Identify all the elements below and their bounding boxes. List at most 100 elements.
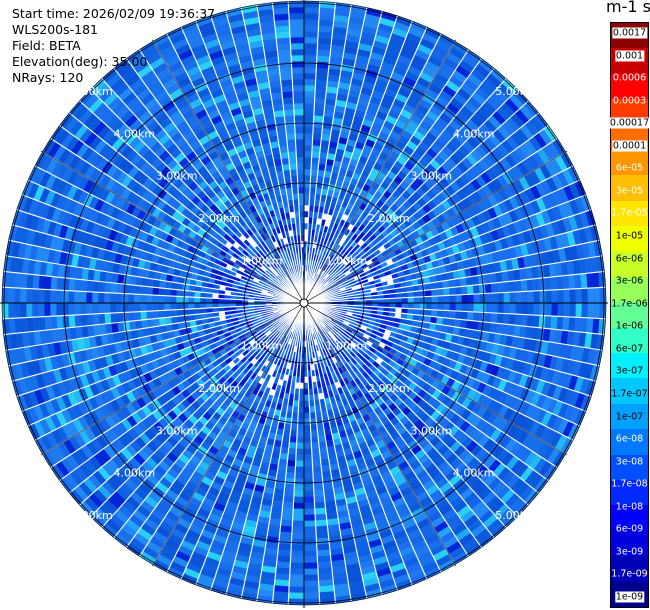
field-cell xyxy=(532,314,540,328)
field-cell xyxy=(313,103,326,111)
field-cell xyxy=(311,442,320,450)
field-cell xyxy=(303,150,313,158)
field-cell xyxy=(314,513,328,521)
field-cell xyxy=(303,66,317,74)
field-cell xyxy=(280,519,293,527)
field-cell xyxy=(303,198,310,206)
field-cell xyxy=(303,568,319,576)
field-cell xyxy=(526,314,534,328)
field-cell xyxy=(502,313,510,325)
field-cell xyxy=(472,311,480,322)
field-cell xyxy=(502,281,510,293)
field-cell xyxy=(55,289,63,304)
field-cell xyxy=(151,302,159,312)
field-cell xyxy=(97,302,105,314)
field-cell xyxy=(1,286,9,304)
field-cell xyxy=(303,526,317,534)
field-cell xyxy=(527,290,535,304)
field-cell xyxy=(593,287,601,304)
field-cell xyxy=(314,501,326,509)
field-cell xyxy=(563,288,571,304)
field-cell xyxy=(443,287,451,296)
field-cell xyxy=(401,302,409,309)
field-cell xyxy=(303,556,318,564)
field-cell xyxy=(25,302,33,318)
field-cell xyxy=(315,79,328,87)
field-cell xyxy=(311,150,321,159)
field-cell xyxy=(563,302,571,318)
field-cell xyxy=(1,302,9,320)
field-cell xyxy=(575,288,583,304)
field-cell xyxy=(413,296,421,304)
field-cell xyxy=(116,312,124,323)
field-cell xyxy=(467,302,475,313)
field-cell xyxy=(312,133,322,141)
field-cell xyxy=(454,310,462,320)
field-cell xyxy=(298,400,305,408)
field-cell xyxy=(303,406,310,414)
field-cell xyxy=(169,288,177,297)
field-cell xyxy=(303,30,319,38)
field-cell xyxy=(551,289,559,304)
field-cell xyxy=(7,287,15,304)
field-cell xyxy=(121,293,129,304)
field-cell xyxy=(296,436,305,444)
field-cell xyxy=(557,302,565,317)
field-cell xyxy=(110,312,118,324)
field-cell xyxy=(292,520,305,528)
field-cell xyxy=(145,302,153,312)
field-cell xyxy=(461,294,469,304)
field-cell xyxy=(295,454,305,462)
field-cell xyxy=(587,302,595,319)
field-cell xyxy=(303,114,315,122)
field-cell xyxy=(55,302,63,317)
field-cell xyxy=(303,598,321,606)
field-cell xyxy=(466,311,474,321)
field-cell xyxy=(169,309,177,318)
field-cell xyxy=(448,286,457,296)
field-cell xyxy=(303,466,314,474)
field-cell xyxy=(485,292,493,304)
field-cell xyxy=(134,285,142,295)
field-cell xyxy=(303,108,315,116)
field-cell xyxy=(303,36,319,44)
field-cell xyxy=(127,302,135,313)
field-cell xyxy=(303,6,320,14)
field-cell xyxy=(431,288,439,297)
field-cell xyxy=(310,162,319,170)
field-cell xyxy=(533,290,541,304)
field-cell xyxy=(425,296,433,304)
field-cell xyxy=(279,531,293,539)
field-cell xyxy=(557,289,565,304)
field-cell xyxy=(80,314,88,327)
field-cell xyxy=(104,312,112,325)
field-cell xyxy=(303,532,317,540)
field-cell xyxy=(294,478,305,486)
field-cell xyxy=(43,289,51,304)
field-cell xyxy=(293,502,305,510)
field-cell xyxy=(484,312,492,323)
field-cell xyxy=(151,294,159,304)
field-cell xyxy=(312,465,322,473)
field-cell xyxy=(146,286,154,296)
field-cell xyxy=(293,490,305,498)
field-cell xyxy=(527,302,535,316)
field-cell xyxy=(479,302,487,313)
field-cell xyxy=(303,508,316,516)
field-cell xyxy=(443,310,451,319)
field-cell xyxy=(508,313,516,326)
field-cell xyxy=(91,302,99,315)
field-cell xyxy=(287,447,297,456)
field-cell xyxy=(520,279,528,292)
field-cell xyxy=(303,544,318,552)
field-cell xyxy=(303,156,312,164)
field-cell xyxy=(175,302,183,310)
field-cell xyxy=(287,453,297,461)
field-cell xyxy=(539,290,547,304)
field-cell xyxy=(151,310,160,320)
field-cell xyxy=(181,296,189,304)
field-cell xyxy=(312,477,324,485)
field-cell xyxy=(419,296,427,304)
field-cell xyxy=(109,292,117,304)
